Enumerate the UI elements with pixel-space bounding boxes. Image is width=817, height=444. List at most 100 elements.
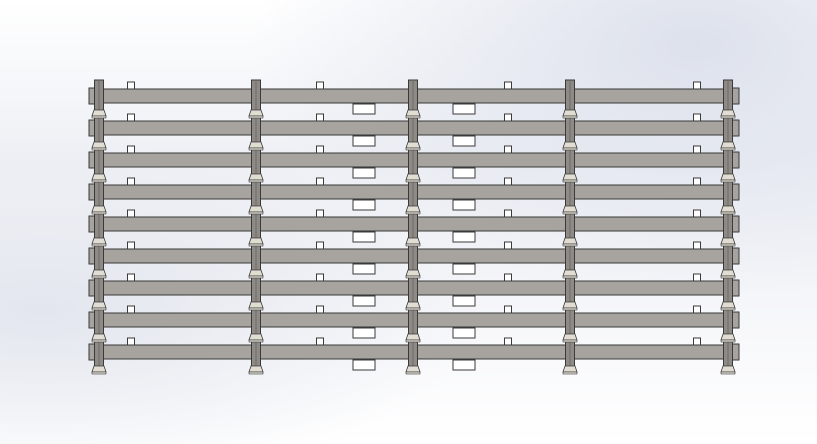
bolt-square	[127, 241, 135, 250]
clamp	[720, 333, 736, 341]
clamp-base	[248, 307, 264, 311]
bolt-square	[504, 81, 512, 90]
connector-plate	[452, 327, 476, 339]
bolt-square	[504, 305, 512, 314]
bolt-square	[504, 209, 512, 218]
connector-plate	[452, 359, 476, 371]
bolt-square	[316, 81, 324, 90]
bolt-square	[504, 337, 512, 346]
bolt-square	[316, 145, 324, 154]
clamp	[562, 365, 578, 373]
bolt-square	[693, 145, 701, 154]
connector-plate	[352, 231, 376, 243]
clamp	[248, 269, 264, 277]
bolt-square	[504, 273, 512, 282]
clamp	[720, 365, 736, 373]
clamp-base	[562, 307, 578, 311]
clamp	[248, 173, 264, 181]
clamp	[562, 109, 578, 117]
bolt-square	[127, 81, 135, 90]
clamp	[562, 205, 578, 213]
clamp-base	[405, 371, 421, 375]
clamp	[91, 333, 107, 341]
bolt-square	[693, 305, 701, 314]
clamp-base	[562, 275, 578, 279]
connector-plate	[352, 135, 376, 147]
bolt-square	[693, 273, 701, 282]
clamp-base	[720, 147, 736, 151]
clamp	[91, 269, 107, 277]
bolt-square	[127, 113, 135, 122]
bolt-square	[504, 177, 512, 186]
bolt-square	[693, 241, 701, 250]
clamp	[405, 205, 421, 213]
bolt-square	[693, 113, 701, 122]
clamp	[720, 173, 736, 181]
clamp	[91, 109, 107, 117]
clamp-base	[562, 243, 578, 247]
clamp-base	[91, 275, 107, 279]
connector-plate	[452, 199, 476, 211]
clamp-base	[720, 275, 736, 279]
clamp	[720, 109, 736, 117]
clamp	[720, 141, 736, 149]
clamp	[248, 365, 264, 373]
clamp	[91, 301, 107, 309]
clamp	[562, 237, 578, 245]
bolt-square	[316, 177, 324, 186]
clamp	[91, 173, 107, 181]
clamp-base	[562, 147, 578, 151]
clamp-base	[562, 179, 578, 183]
bolt-square	[316, 241, 324, 250]
clamp	[720, 301, 736, 309]
clamp-base	[91, 115, 107, 119]
clamp	[405, 109, 421, 117]
clamp-base	[562, 371, 578, 375]
connector-plate	[352, 167, 376, 179]
clamp	[562, 141, 578, 149]
connector-plate	[352, 103, 376, 115]
clamp	[248, 205, 264, 213]
clamp-base	[248, 275, 264, 279]
clamp	[562, 301, 578, 309]
clamp-base	[720, 307, 736, 311]
clamp	[405, 173, 421, 181]
clamp	[248, 141, 264, 149]
bolt-square	[693, 209, 701, 218]
connector-plate	[452, 263, 476, 275]
clamp	[720, 237, 736, 245]
clamp-base	[720, 115, 736, 119]
clamp	[562, 173, 578, 181]
clamp	[248, 109, 264, 117]
connector-plate	[452, 167, 476, 179]
clamp-base	[91, 339, 107, 343]
clamp-base	[248, 371, 264, 375]
clamp	[91, 205, 107, 213]
clamp-base	[562, 211, 578, 215]
connector-plate	[452, 135, 476, 147]
clamp-base	[91, 179, 107, 183]
connector-plate	[352, 359, 376, 371]
clamp	[405, 237, 421, 245]
clamp	[405, 333, 421, 341]
clamp-base	[91, 307, 107, 311]
clamp-base	[405, 211, 421, 215]
connector-plate	[452, 103, 476, 115]
clamp-base	[405, 307, 421, 311]
clamp-base	[405, 179, 421, 183]
clamp	[248, 333, 264, 341]
clamp-base	[248, 179, 264, 183]
connector-plate	[352, 295, 376, 307]
bolt-square	[127, 337, 135, 346]
clamp	[405, 141, 421, 149]
clamp	[248, 301, 264, 309]
clamp	[562, 333, 578, 341]
bolt-square	[693, 81, 701, 90]
bolt-square	[504, 241, 512, 250]
connector-plate	[352, 199, 376, 211]
bolt-square	[127, 177, 135, 186]
clamp-base	[720, 179, 736, 183]
connector-plate	[352, 327, 376, 339]
